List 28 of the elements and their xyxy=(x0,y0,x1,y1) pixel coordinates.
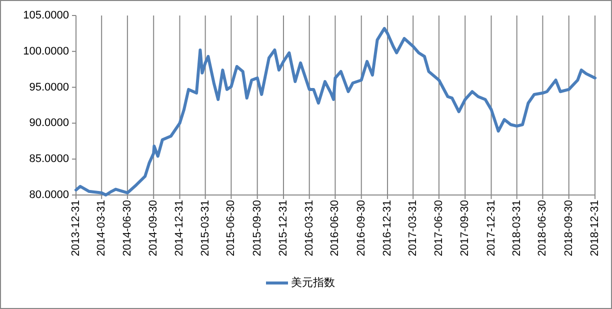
y-tick-label: 105.0000 xyxy=(23,10,69,22)
x-tick-label: 2013-12-31 xyxy=(70,200,82,256)
y-tick-label: 100.0000 xyxy=(23,45,69,58)
x-tick-label: 2017-12-31 xyxy=(485,200,498,256)
x-tick-label: 2015-12-31 xyxy=(277,200,290,256)
x-tick-label: 2014-12-31 xyxy=(174,200,186,256)
y-tick-label: 95.0000 xyxy=(29,81,69,94)
x-tick-label: 2016-06-30 xyxy=(329,200,342,256)
x-tick-label: 2015-03-31 xyxy=(199,200,212,256)
x-tick-label: 2017-03-31 xyxy=(407,200,420,256)
x-tick-label: 2016-12-31 xyxy=(382,200,394,256)
x-tick-label: 2018-12-31 xyxy=(589,200,601,256)
y-tick-label: 85.0000 xyxy=(29,153,69,166)
y-tick-label: 90.0000 xyxy=(29,117,69,130)
x-tick-label: 2014-06-30 xyxy=(121,200,134,256)
x-tick-label: 2014-03-31 xyxy=(96,200,108,256)
x-tick-label: 2016-09-30 xyxy=(355,200,368,256)
x-tick-label: 2016-03-31 xyxy=(303,200,316,256)
legend-label: 美元指数 xyxy=(291,276,335,289)
x-tick-label: 2015-09-30 xyxy=(251,200,264,256)
x-tick-label: 2015-06-30 xyxy=(225,200,238,256)
x-tick-label: 2018-06-30 xyxy=(536,200,549,256)
x-tick-label: 2017-09-30 xyxy=(459,200,472,256)
x-tick-label: 2014-09-30 xyxy=(148,200,160,256)
y-tick-label: 80.0000 xyxy=(29,189,69,201)
x-tick-label: 2018-09-30 xyxy=(562,200,575,256)
x-tick-label: 2018-03-31 xyxy=(510,200,523,256)
x-tick-label: 2017-06-30 xyxy=(432,200,445,256)
